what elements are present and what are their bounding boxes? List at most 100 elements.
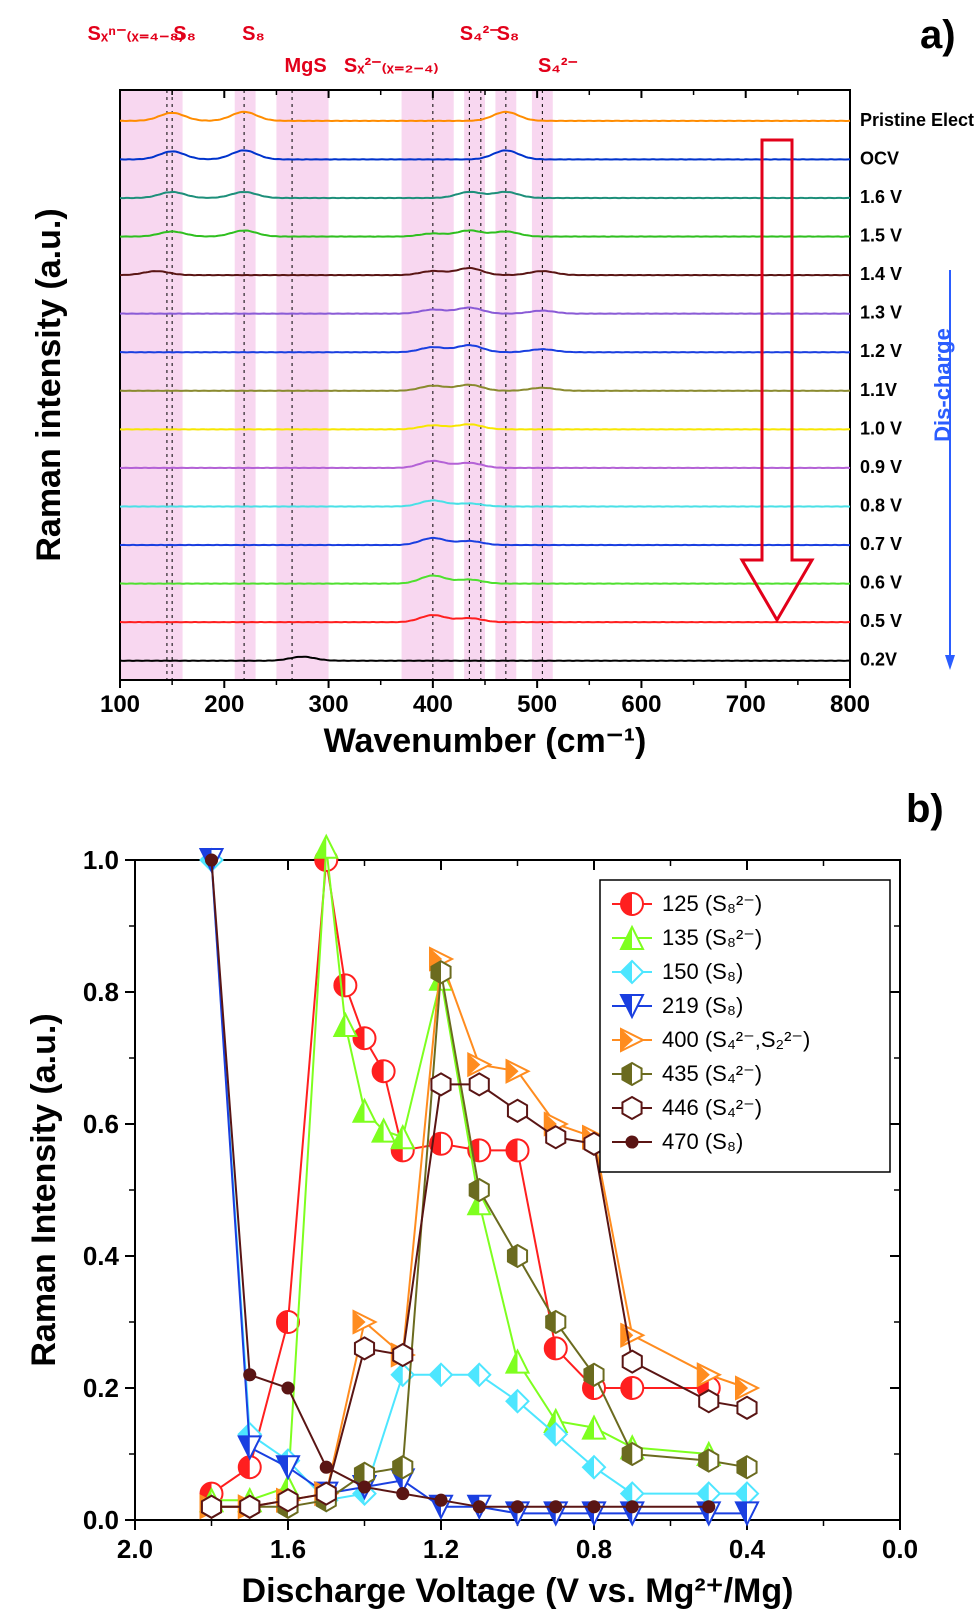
series-marker xyxy=(699,1450,718,1472)
discharge-arrow xyxy=(742,140,812,620)
panel-b-label: b) xyxy=(906,787,944,831)
x-tick-label: 1.2 xyxy=(423,1534,459,1564)
highlight-band xyxy=(276,90,328,680)
x-tick-label: 100 xyxy=(100,691,140,718)
trace-label: 1.1V xyxy=(860,380,897,400)
discharge-arrowhead xyxy=(945,655,955,670)
trace-label: 1.0 V xyxy=(860,418,902,438)
trace-label: 1.4 V xyxy=(860,264,902,284)
series-marker xyxy=(546,1126,565,1148)
x-tick-label: 1.6 xyxy=(270,1534,306,1564)
series-marker xyxy=(393,1456,412,1478)
series-marker xyxy=(320,1461,332,1473)
legend-label: 125 (S₈²⁻) xyxy=(662,891,762,916)
series-marker xyxy=(470,1073,489,1095)
y-tick-label: 0.6 xyxy=(83,1109,119,1139)
series-marker xyxy=(244,1369,256,1381)
species-label: S₈ xyxy=(242,23,265,45)
trace-label: 0.7 V xyxy=(860,534,902,554)
trace-label: Pristine Electrode xyxy=(860,110,975,130)
series-marker xyxy=(545,1337,567,1359)
series-marker xyxy=(507,1351,529,1373)
x-tick-label: 200 xyxy=(204,691,244,718)
species-label: S₈ xyxy=(497,23,520,45)
legend-label: 135 (S₈²⁻) xyxy=(662,925,762,950)
series-marker xyxy=(317,1483,336,1505)
series-marker xyxy=(435,1494,447,1506)
species-label: S₄²⁻ xyxy=(460,23,500,45)
panel-a: 100200300400500600700800Wavenumber (cm⁻¹… xyxy=(30,13,975,760)
figure: 100200300400500600700800Wavenumber (cm⁻¹… xyxy=(0,0,975,1621)
x-axis-title: Discharge Voltage (V vs. Mg²⁺/Mg) xyxy=(242,1572,794,1610)
legend-box xyxy=(600,880,890,1172)
panel-a-label: a) xyxy=(920,13,956,57)
y-axis-title: Raman intensity (a.u.) xyxy=(30,208,68,561)
highlight-band xyxy=(402,90,454,680)
x-tick-label: 0.0 xyxy=(882,1534,918,1564)
series-marker xyxy=(239,1436,261,1458)
legend-marker xyxy=(622,1097,641,1119)
legend-label: 400 (S₄²⁻,S₂²⁻) xyxy=(662,1027,810,1052)
trace-label: 1.2 V xyxy=(860,341,902,361)
species-label: Sₓ²⁻₍ₓ₌₂₋₄₎ xyxy=(344,55,439,77)
y-axis-title: Raman Intensity (a.u.) xyxy=(25,1013,63,1366)
y-tick-label: 0.2 xyxy=(83,1373,119,1403)
y-tick-label: 1.0 xyxy=(83,845,119,875)
series-marker xyxy=(282,1382,294,1394)
series-marker xyxy=(550,1501,562,1513)
x-tick-label: 400 xyxy=(413,691,453,718)
series-marker xyxy=(507,1060,529,1082)
trace-label: 0.8 V xyxy=(860,495,902,515)
series-marker xyxy=(358,1481,370,1493)
legend-marker xyxy=(626,1136,638,1148)
discharge-label: Dis-charge xyxy=(930,328,955,442)
legend-label: 435 (S₄²⁻) xyxy=(662,1061,762,1086)
x-tick-label: 600 xyxy=(621,691,661,718)
x-tick-label: 0.8 xyxy=(576,1534,612,1564)
legend-label: 470 (S₈) xyxy=(662,1129,743,1154)
y-tick-label: 0.8 xyxy=(83,977,119,1007)
legend-label: 150 (S₈) xyxy=(662,959,743,984)
trace-label: 1.5 V xyxy=(860,226,902,246)
legend-marker xyxy=(622,1063,641,1085)
series-marker xyxy=(373,1060,395,1082)
series-marker xyxy=(355,1337,374,1359)
series-marker xyxy=(621,1377,643,1399)
series-marker xyxy=(699,1390,718,1412)
series-marker xyxy=(354,1027,376,1049)
x-tick-label: 800 xyxy=(830,691,870,718)
series-marker xyxy=(393,1344,412,1366)
legend-label: 219 (S₈) xyxy=(662,993,743,1018)
species-label: S₄²⁻ xyxy=(538,55,578,77)
series-marker xyxy=(473,1501,485,1513)
series-marker xyxy=(278,1489,297,1511)
series-marker xyxy=(431,1073,450,1095)
series-marker xyxy=(507,1139,529,1161)
x-tick-label: 500 xyxy=(517,691,557,718)
series-marker xyxy=(703,1501,715,1513)
series-marker xyxy=(737,1397,756,1419)
series-marker xyxy=(626,1501,638,1513)
series-marker xyxy=(334,974,356,996)
trace-label: OCV xyxy=(860,148,899,168)
y-tick-label: 0.4 xyxy=(83,1241,120,1271)
x-tick-label: 300 xyxy=(309,691,349,718)
series-marker xyxy=(621,1324,643,1346)
series-marker xyxy=(508,1245,527,1267)
x-tick-label: 0.4 xyxy=(729,1534,766,1564)
series-marker xyxy=(511,1501,523,1513)
trace-label: 0.9 V xyxy=(860,457,902,477)
series-marker xyxy=(397,1488,409,1500)
series-marker xyxy=(470,1179,489,1201)
series-marker xyxy=(546,1311,565,1333)
series-marker xyxy=(205,854,217,866)
trace-label: 0.6 V xyxy=(860,573,902,593)
trace-label: 0.5 V xyxy=(860,611,902,631)
series-marker xyxy=(623,1443,642,1465)
x-tick-label: 2.0 xyxy=(117,1534,153,1564)
series-marker xyxy=(736,1483,758,1505)
series-marker xyxy=(277,1311,299,1333)
series-marker xyxy=(468,1364,490,1386)
x-axis-title: Wavenumber (cm⁻¹) xyxy=(324,722,647,760)
series-marker xyxy=(583,1417,605,1439)
